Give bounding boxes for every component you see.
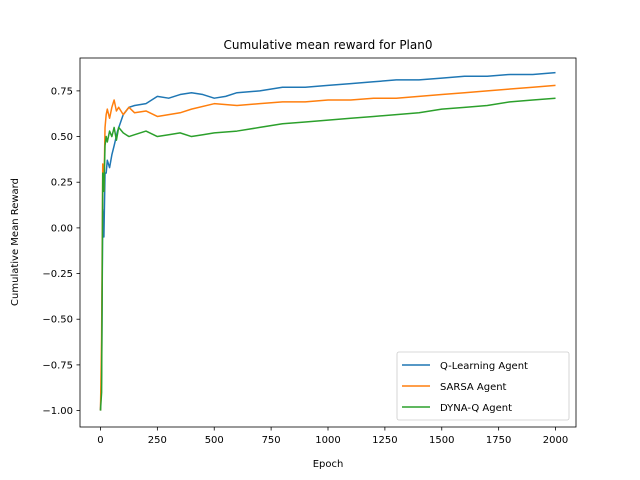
series-line-dyna-q-agent bbox=[99, 97, 556, 411]
y-tick-label: −0.50 bbox=[42, 315, 73, 326]
ticks-layer: 0 250 500 750 1000 1250 1500 1750 2000 −1.00 −0.75… bbox=[42, 86, 568, 446]
x-tick-label: 250 bbox=[148, 435, 167, 446]
x-tick-label: 0 bbox=[97, 435, 103, 446]
x-tick-label: 1500 bbox=[429, 435, 454, 446]
plot-area-frame bbox=[79, 57, 577, 428]
y-axis-label: Cumulative Mean Reward bbox=[10, 178, 21, 306]
x-tick-label: 1750 bbox=[486, 435, 511, 446]
y-tick-label: −0.75 bbox=[42, 360, 73, 371]
y-tick-label: −1.00 bbox=[42, 406, 73, 417]
legend: Q-Learning Agent SARSA Agent DYNA-Q Agen… bbox=[396, 351, 570, 421]
series-layer bbox=[99, 71, 556, 411]
y-tick-label: −0.25 bbox=[42, 269, 73, 280]
y-tick-label: 0.25 bbox=[51, 178, 73, 189]
x-tick-label: 2000 bbox=[543, 435, 568, 446]
series-line-sarsa-agent bbox=[99, 84, 556, 411]
legend-frame bbox=[396, 351, 570, 421]
series-line-q-learning-agent bbox=[99, 71, 556, 411]
legend-label-sarsa: SARSA Agent bbox=[440, 382, 507, 393]
y-tick-label: 0.50 bbox=[51, 132, 73, 143]
x-tick-label: 500 bbox=[205, 435, 224, 446]
x-tick-label: 750 bbox=[262, 435, 281, 446]
legend-label-dyna-q: DYNA-Q Agent bbox=[440, 403, 512, 414]
x-tick-label: 1000 bbox=[315, 435, 340, 446]
y-tick-label: 0.75 bbox=[51, 86, 73, 97]
y-tick-label: 0.00 bbox=[51, 223, 73, 234]
x-tick-label: 1250 bbox=[372, 435, 397, 446]
chart-title: Cumulative mean reward for Plan0 bbox=[223, 38, 432, 52]
legend-label-q-learning: Q-Learning Agent bbox=[440, 361, 528, 372]
x-axis-label: Epoch bbox=[313, 459, 344, 470]
